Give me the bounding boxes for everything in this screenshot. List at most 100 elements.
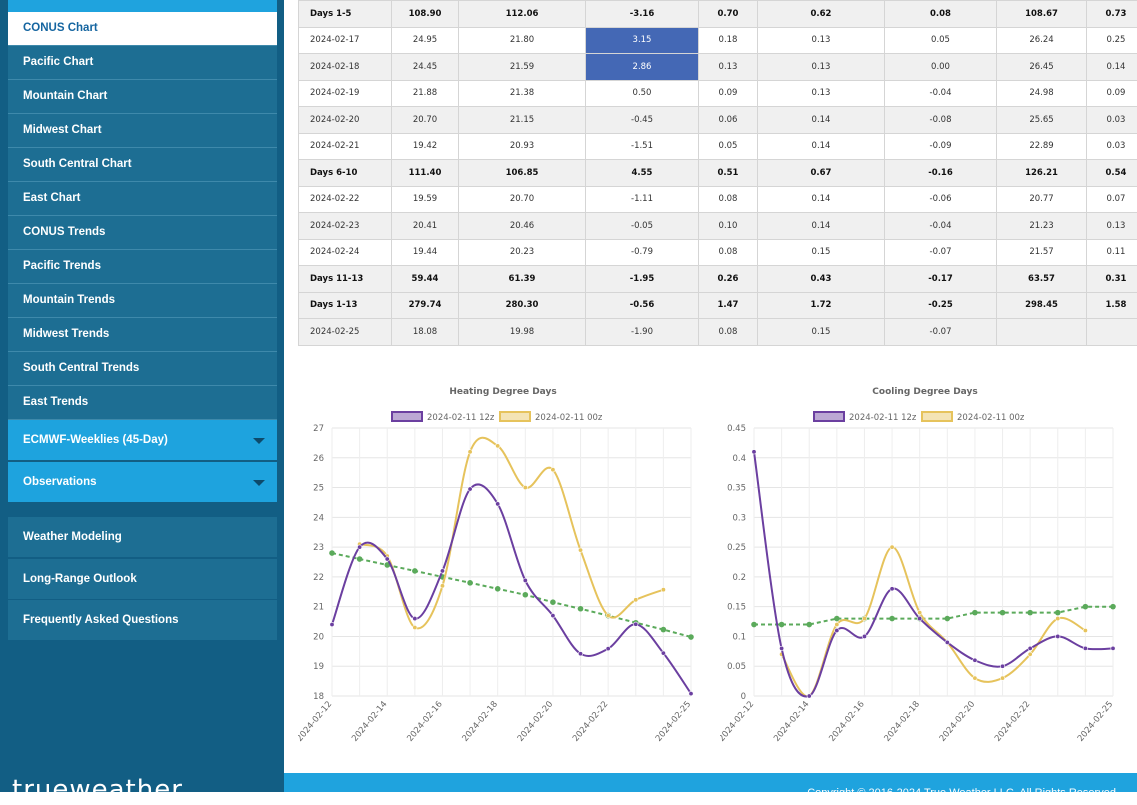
data-point — [806, 622, 812, 628]
sidebar-link-long-range-outlook[interactable]: Long-Range Outlook — [8, 559, 277, 599]
table-cell: 0.14 — [758, 133, 885, 160]
sidebar-item-conus-chart[interactable]: CONUS Chart — [8, 12, 277, 46]
chart-title: Cooling Degree Days — [872, 387, 977, 397]
table-cell: -1.95 — [586, 266, 699, 293]
sidebar-item-east-chart[interactable]: East Chart — [8, 182, 277, 216]
footer: trueweather Copyright © 2016-2024 True W… — [0, 773, 1137, 792]
table-cell: 0.70 — [699, 1, 758, 28]
sidebar-link-frequently-asked-questions[interactable]: Frequently Asked Questions — [8, 600, 277, 640]
table-cell — [997, 319, 1087, 346]
table-cell: 279.74 — [392, 292, 459, 319]
table-cell: 0.18 — [699, 27, 758, 54]
data-point — [523, 592, 529, 598]
y-tick-label: 0.05 — [727, 662, 746, 672]
y-tick-label: 0.4 — [732, 454, 746, 464]
sidebar-item-south-central-chart[interactable]: South Central Chart — [8, 148, 277, 182]
table-cell: 61.39 — [459, 266, 586, 293]
dropdown-ecmwf-weeklies-45-day[interactable]: ECMWF-Weeklies (45-Day) — [8, 420, 277, 460]
caret-down-icon[interactable] — [253, 438, 265, 444]
table-cell: 0.00 — [885, 54, 997, 81]
data-point — [1027, 610, 1033, 616]
sidebar-item-mountain-trends[interactable]: Mountain Trends — [8, 284, 277, 318]
y-tick-label: 18 — [313, 692, 324, 702]
sidebar-item-conus-trends[interactable]: CONUS Trends — [8, 216, 277, 250]
y-tick-label: 0 — [741, 692, 746, 702]
sidebar-item-east-trends[interactable]: East Trends — [8, 386, 277, 420]
caret-down-icon[interactable] — [253, 480, 265, 486]
table-cell: 26.45 — [997, 54, 1087, 81]
legend-label: 2024-02-11 00z — [957, 413, 1025, 423]
table-cell: 21.15 — [459, 107, 586, 134]
table-cell: -0.16 — [885, 160, 997, 187]
y-tick-label: 20 — [313, 632, 324, 642]
data-point — [578, 652, 582, 656]
table-cell: 20.41 — [392, 213, 459, 240]
sidebar-item-mountain-chart[interactable]: Mountain Chart — [8, 80, 277, 114]
dropdown-label: ECMWF-Weeklies (45-Day) — [23, 434, 168, 446]
data-point — [917, 616, 921, 620]
table-cell: 3.15 — [586, 27, 699, 54]
x-tick-label: 2024-02-14 — [772, 700, 811, 744]
sidebar-item-midwest-trends[interactable]: Midwest Trends — [8, 318, 277, 352]
data-point — [1110, 604, 1116, 610]
sidebar-link-weather-modeling[interactable]: Weather Modeling — [8, 517, 277, 557]
table-cell: 112.06 — [459, 1, 586, 28]
table-cell: 108.90 — [392, 1, 459, 28]
data-point — [550, 599, 556, 605]
copyright-text: Copyright © 2016-2024 True Weather LLC. … — [807, 787, 1119, 799]
data-point — [689, 691, 693, 695]
table-cell: 4.55 — [586, 160, 699, 187]
table-cell: 21.57 — [997, 239, 1087, 266]
table-cell — [1087, 319, 1137, 346]
data-point — [578, 548, 582, 552]
dropdown-observations[interactable]: Observations — [8, 462, 277, 502]
series-line-12z — [754, 452, 1113, 697]
y-tick-label: 0.1 — [732, 632, 746, 642]
data-point — [606, 646, 610, 650]
table-cell: 0.08 — [699, 319, 758, 346]
y-tick-label: 22 — [313, 573, 324, 583]
sidebar-top-tab[interactable] — [8, 0, 277, 12]
table-cell: 0.14 — [758, 213, 885, 240]
x-tick-label: 2024-02-12 — [720, 700, 756, 744]
table-cell: 0.06 — [699, 107, 758, 134]
table-cell: 280.30 — [459, 292, 586, 319]
data-point — [468, 450, 472, 454]
table-cell: 0.13 — [758, 80, 885, 107]
data-point — [606, 613, 610, 617]
footer-logo[interactable]: trueweather — [12, 775, 183, 805]
data-point — [413, 616, 417, 620]
table-cell: 0.43 — [758, 266, 885, 293]
table-cell: 0.05 — [885, 27, 997, 54]
table-cell: 19.98 — [459, 319, 586, 346]
table-cell: 0.51 — [699, 160, 758, 187]
sidebar-item-pacific-trends[interactable]: Pacific Trends — [8, 250, 277, 284]
x-tick-label: 2024-02-18 — [461, 700, 500, 744]
table-cell: -1.51 — [586, 133, 699, 160]
table-cell: 22.89 — [997, 133, 1087, 160]
y-tick-label: 26 — [313, 454, 324, 464]
sidebar-item-south-central-trends[interactable]: South Central Trends — [8, 352, 277, 386]
x-tick-label: 2024-02-18 — [883, 700, 922, 744]
table-cell: -0.07 — [885, 239, 997, 266]
sidebar-item-pacific-chart[interactable]: Pacific Chart — [8, 46, 277, 80]
sidebar-item-midwest-chart[interactable]: Midwest Chart — [8, 114, 277, 148]
data-point — [945, 616, 951, 622]
legend-swatch — [392, 412, 422, 421]
table-cell: Days 6-10 — [299, 160, 392, 187]
data-point — [1055, 610, 1061, 616]
data-point — [1083, 646, 1087, 650]
data-point — [688, 634, 694, 640]
table-cell: 26.24 — [997, 27, 1087, 54]
data-point — [917, 610, 921, 614]
legend-label: 2024-02-11 00z — [535, 413, 603, 423]
data-point — [357, 545, 361, 549]
data-point — [889, 616, 895, 622]
